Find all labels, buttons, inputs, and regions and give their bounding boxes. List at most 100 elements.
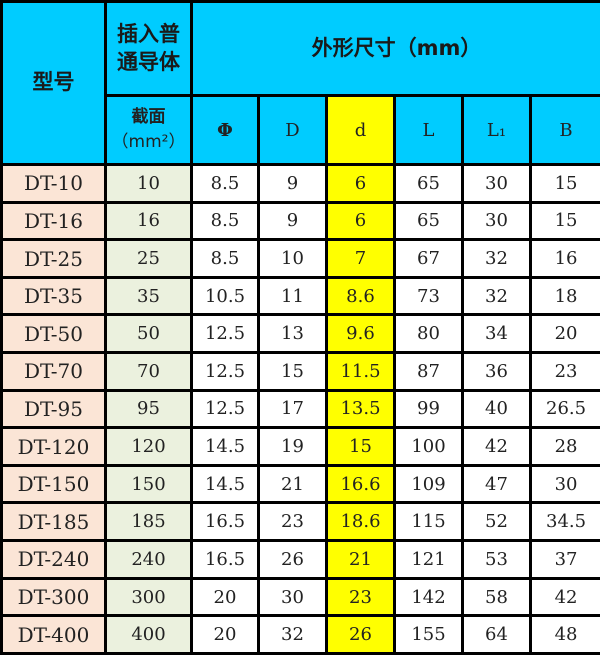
- cell-section: 10: [104, 163, 193, 204]
- cell-phi: 10.5: [190, 275, 260, 317]
- cell-D: 13: [257, 313, 328, 355]
- cell-d: 26: [325, 614, 396, 655]
- cell-section: 400: [104, 614, 193, 655]
- header-col-phi: Φ: [190, 94, 260, 166]
- cell-L1: 32: [461, 238, 532, 279]
- cell-D: 26: [257, 539, 328, 580]
- cell-d: 7: [325, 238, 396, 279]
- cell-D: 32: [257, 614, 328, 655]
- cell-B: 20: [528, 313, 600, 355]
- cell-model: DT-70: [0, 351, 107, 392]
- cell-L1: 58: [461, 576, 532, 618]
- table-row: DT-25 25 8.5 10 7 67 32 16: [0, 238, 600, 279]
- table-row: DT-50 50 12.5 13 9.6 80 34 20: [0, 313, 600, 355]
- cell-L1: 30: [461, 200, 532, 242]
- cell-section: 150: [104, 463, 193, 505]
- cell-D: 21: [257, 463, 328, 505]
- cell-phi: 14.5: [190, 463, 260, 505]
- cell-phi: 8.5: [190, 238, 260, 279]
- cell-L: 121: [393, 539, 464, 580]
- header-conductor-line2: 通导体: [117, 49, 180, 74]
- cell-L: 100: [393, 426, 464, 467]
- table-row: DT-240 240 16.5 26 21 121 53 37: [0, 539, 600, 580]
- cell-d: 9.6: [325, 313, 396, 355]
- cell-B: 48: [528, 614, 600, 655]
- cell-D: 30: [257, 576, 328, 618]
- cell-L: 155: [393, 614, 464, 655]
- cell-d: 23: [325, 576, 396, 618]
- cell-B: 15: [528, 200, 600, 242]
- cell-section: 240: [104, 539, 193, 580]
- table-row: DT-150 150 14.5 21 16.6 109 47 30: [0, 463, 600, 505]
- cell-B: 42: [528, 576, 600, 618]
- cell-D: 9: [257, 200, 328, 242]
- cell-D: 17: [257, 388, 328, 430]
- table-row: DT-16 16 8.5 9 6 65 30 15: [0, 200, 600, 242]
- cell-B: 30: [528, 463, 600, 505]
- cell-L: 73: [393, 275, 464, 317]
- cell-L1: 40: [461, 388, 532, 430]
- table-row: DT-400 400 20 32 26 155 64 48: [0, 614, 600, 655]
- cell-phi: 20: [190, 576, 260, 618]
- header-col-L1: L₁: [461, 94, 532, 166]
- cell-section: 95: [104, 388, 193, 430]
- cell-B: 28: [528, 426, 600, 467]
- cell-L1: 30: [461, 163, 532, 204]
- cell-section: 50: [104, 313, 193, 355]
- cell-D: 15: [257, 351, 328, 392]
- cell-L: 109: [393, 463, 464, 505]
- header-section-unit: （mm²）: [111, 132, 186, 152]
- header-model: 型号: [0, 0, 107, 166]
- cell-D: 19: [257, 426, 328, 467]
- header-section: 截面 （mm²）: [104, 94, 193, 166]
- cell-model: DT-120: [0, 426, 107, 467]
- table-row: DT-95 95 12.5 17 13.5 99 40 26.5: [0, 388, 600, 430]
- cell-d: 16.6: [325, 463, 396, 505]
- header-conductor-line1: 插入普: [117, 22, 180, 47]
- cell-model: DT-185: [0, 501, 107, 543]
- table-row: DT-120 120 14.5 19 15 100 42 28: [0, 426, 600, 467]
- header-col-B: B: [528, 94, 600, 166]
- cell-d: 6: [325, 163, 396, 204]
- header-dimensions: 外形尺寸（mm）: [189, 0, 600, 97]
- cell-model: DT-25: [0, 238, 107, 279]
- cell-phi: 12.5: [190, 388, 260, 430]
- table-row: DT-70 70 12.5 15 11.5 87 36 23: [0, 351, 600, 392]
- cell-L1: 52: [461, 501, 532, 543]
- cell-d: 15: [325, 426, 396, 467]
- cell-d: 6: [325, 200, 396, 242]
- cell-section: 120: [104, 426, 193, 467]
- cell-L1: 42: [461, 426, 532, 467]
- cell-L: 87: [393, 351, 464, 392]
- cell-B: 16: [528, 238, 600, 279]
- cell-L: 142: [393, 576, 464, 618]
- cell-D: 11: [257, 275, 328, 317]
- cell-L: 67: [393, 238, 464, 279]
- cell-B: 37: [528, 539, 600, 580]
- cell-phi: 12.5: [190, 351, 260, 392]
- cell-d: 18.6: [325, 501, 396, 543]
- cell-phi: 20: [190, 614, 260, 655]
- header-conductor: 插入普 通导体: [104, 0, 193, 97]
- cell-d: 8.6: [325, 275, 396, 317]
- cell-d: 13.5: [325, 388, 396, 430]
- header-col-d: d: [325, 94, 396, 166]
- cell-D: 10: [257, 238, 328, 279]
- cell-d: 21: [325, 539, 396, 580]
- cell-L: 65: [393, 200, 464, 242]
- cell-L1: 47: [461, 463, 532, 505]
- cell-L1: 34: [461, 313, 532, 355]
- cell-L: 99: [393, 388, 464, 430]
- cell-L: 65: [393, 163, 464, 204]
- cell-L1: 53: [461, 539, 532, 580]
- cell-L: 80: [393, 313, 464, 355]
- cell-model: DT-35: [0, 275, 107, 317]
- header-section-line1: 截面: [131, 106, 166, 127]
- cell-section: 300: [104, 576, 193, 618]
- cell-d: 11.5: [325, 351, 396, 392]
- cell-D: 23: [257, 501, 328, 543]
- cell-section: 16: [104, 200, 193, 242]
- cell-L1: 36: [461, 351, 532, 392]
- cell-B: 18: [528, 275, 600, 317]
